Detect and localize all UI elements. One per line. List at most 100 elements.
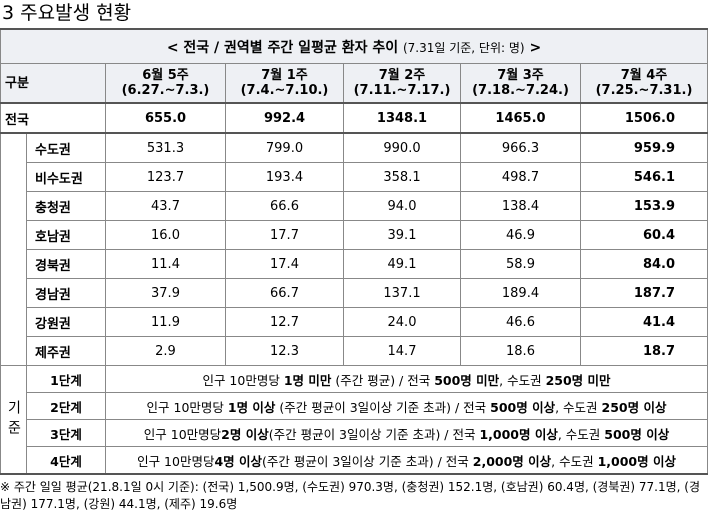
value-cell: 46.6	[460, 307, 581, 337]
value-cell: 1348.1	[343, 102, 461, 134]
indent-cell	[0, 278, 27, 308]
value-cell: 46.9	[460, 220, 581, 250]
value-cell: 18.7	[579, 336, 709, 366]
data-row: 제주권 2.9 12.3 14.7 18.6 18.7	[0, 336, 709, 366]
column-period: (7.4.~7.10.)	[240, 83, 329, 98]
stage-text-part: 1명 이상	[227, 399, 276, 415]
stage-text-part: (주간 평균이 3일이상 기준 초과) / 전국	[275, 399, 491, 415]
criteria-row: 3단계 인구 10만명당2명 이상(주간 평균이 3일이상 기준 초과) / 전국…	[1, 419, 709, 447]
value-cell: 358.1	[343, 162, 461, 192]
stage-text-part: 500명 미만	[434, 372, 500, 388]
column-period: (7.25.~7.31.)	[595, 83, 693, 98]
row-label: 충청권	[26, 191, 106, 221]
corner-cell: 구분	[0, 63, 106, 104]
data-row: 강원권 11.9 12.7 24.0 46.6 41.4	[0, 307, 709, 337]
data-row: 경북권 11.4 17.4 49.1 58.9 84.0	[0, 249, 709, 279]
data-row: 비수도권 123.7 193.4 358.1 498.7 546.1	[0, 162, 709, 192]
stage-label: 4단계	[26, 446, 106, 475]
value-cell: 799.0	[225, 132, 344, 163]
caption-row: < 전국 / 권역별 주간 일평균 환자 추이 (7.31일 기준, 단위: 명…	[0, 28, 709, 64]
indent-cell	[0, 133, 27, 163]
stage-text-part: 인구 10만명당	[202, 372, 284, 388]
value-cell: 138.4	[460, 191, 581, 221]
value-cell: 990.0	[343, 132, 461, 163]
caption-title: < 전국 / 권역별 주간 일평균 환자 추이	[166, 39, 399, 56]
value-cell: 39.1	[343, 220, 461, 250]
value-cell: 11.4	[105, 249, 226, 279]
stage-text-part: , 수도권	[557, 426, 605, 442]
column-period: (6.27.~7.3.)	[121, 83, 210, 98]
value-cell: 12.7	[225, 307, 344, 337]
header-row: 구분 6월 5주 (6.27.~7.3.) 7월 1주 (7.4.~7.10.) 7월 2…	[0, 63, 709, 104]
value-cell: 137.1	[343, 278, 461, 308]
indent-cell	[0, 307, 27, 337]
stage-label: 2단계	[26, 392, 106, 420]
indent-cell	[0, 220, 27, 250]
stage-label: 3단계	[26, 419, 106, 447]
column-header: 7월 3주 (7.18.~7.24.)	[460, 63, 581, 104]
row-label: 호남권	[26, 220, 106, 250]
value-cell: 17.7	[225, 220, 344, 250]
row-label: 제주권	[26, 336, 106, 366]
column-week: 7월 4주	[620, 68, 668, 83]
row-label: 경남권	[26, 278, 106, 308]
value-cell: 2.9	[105, 336, 226, 366]
stage-text-part: 1,000명 이상	[479, 426, 558, 442]
row-label: 강원권	[26, 307, 106, 337]
value-cell: 966.3	[460, 132, 581, 163]
criteria-row: 2단계 인구 10만명당 1명 이상 (주간 평균이 3일이상 기준 초과) / …	[1, 392, 709, 420]
value-cell: 193.4	[225, 162, 344, 192]
stage-text-part: 2,000명 이상	[472, 453, 552, 469]
stage-text: 인구 10만명당 1명 이상 (주간 평균이 3일이상 기준 초과) / 전국 …	[104, 392, 709, 420]
value-cell: 84.0	[579, 249, 709, 279]
stage-text-part: 1,000명 이상	[597, 453, 676, 469]
stage-text-part: (주간 평균이 3일이상 기준 초과) / 전국	[268, 426, 480, 442]
stage-text-part: 1명 미만	[283, 372, 332, 388]
column-header: 6월 5주 (6.27.~7.3.)	[105, 63, 226, 104]
value-cell: 655.0	[105, 102, 226, 134]
value-cell: 992.4	[225, 102, 344, 134]
data-row: 전국 655.0 992.4 1348.1 1465.0 1506.0	[0, 102, 709, 134]
data-row: 호남권 16.0 17.7 39.1 46.9 60.4	[0, 220, 709, 250]
stage-text-part: 4명 이상	[214, 453, 263, 469]
value-cell: 498.7	[460, 162, 581, 192]
indent-cell	[0, 336, 27, 366]
stage-label: 1단계	[26, 365, 106, 393]
data-row: 충청권 43.7 66.6 94.0 138.4 153.9	[0, 191, 709, 221]
column-week: 6월 5주	[142, 68, 189, 83]
value-cell: 17.4	[225, 249, 344, 279]
value-cell: 94.0	[343, 191, 461, 221]
value-cell: 1465.0	[460, 102, 581, 134]
criteria-label: 기준	[0, 365, 27, 475]
stage-text-part: 2명 이상	[221, 426, 269, 442]
value-cell: 49.1	[343, 249, 461, 279]
value-cell: 41.4	[579, 307, 709, 337]
column-period: (7.18.~7.24.)	[472, 83, 569, 98]
value-cell: 1506.0	[579, 102, 709, 134]
caption-note: (7.31일 기준, 단위: 명)	[402, 40, 525, 55]
stage-text-part: 500명 이상	[490, 399, 556, 415]
value-cell: 189.4	[460, 278, 581, 308]
value-cell: 123.7	[105, 162, 226, 192]
value-cell: 66.7	[225, 278, 344, 308]
value-cell: 16.0	[105, 220, 226, 250]
heading: 3 주요발생 현황	[2, 2, 132, 24]
value-cell: 18.6	[460, 336, 581, 366]
value-cell: 187.7	[579, 278, 709, 308]
value-cell: 959.9	[579, 132, 709, 163]
indent-cell	[0, 249, 27, 279]
indent-cell	[0, 162, 27, 192]
stage-text-part: 인구 10만명당	[146, 399, 228, 415]
value-cell: 14.7	[343, 336, 461, 366]
value-cell: 546.1	[579, 162, 709, 192]
column-period: (7.11.~7.17.)	[353, 83, 451, 98]
stage-text-part: , 수도권	[555, 399, 602, 415]
value-cell: 153.9	[579, 191, 709, 221]
indent-cell	[0, 191, 27, 221]
value-cell: 24.0	[343, 307, 461, 337]
criteria-row: 기준 1단계 인구 10만명당 1명 미만 (주간 평균) / 전국 500명 미만…	[0, 365, 709, 475]
column-header: 7월 2주 (7.11.~7.17.)	[343, 63, 461, 104]
value-cell: 12.3	[225, 336, 344, 366]
row-label: 경북권	[26, 249, 106, 279]
column-week: 7월 2주	[378, 68, 426, 83]
